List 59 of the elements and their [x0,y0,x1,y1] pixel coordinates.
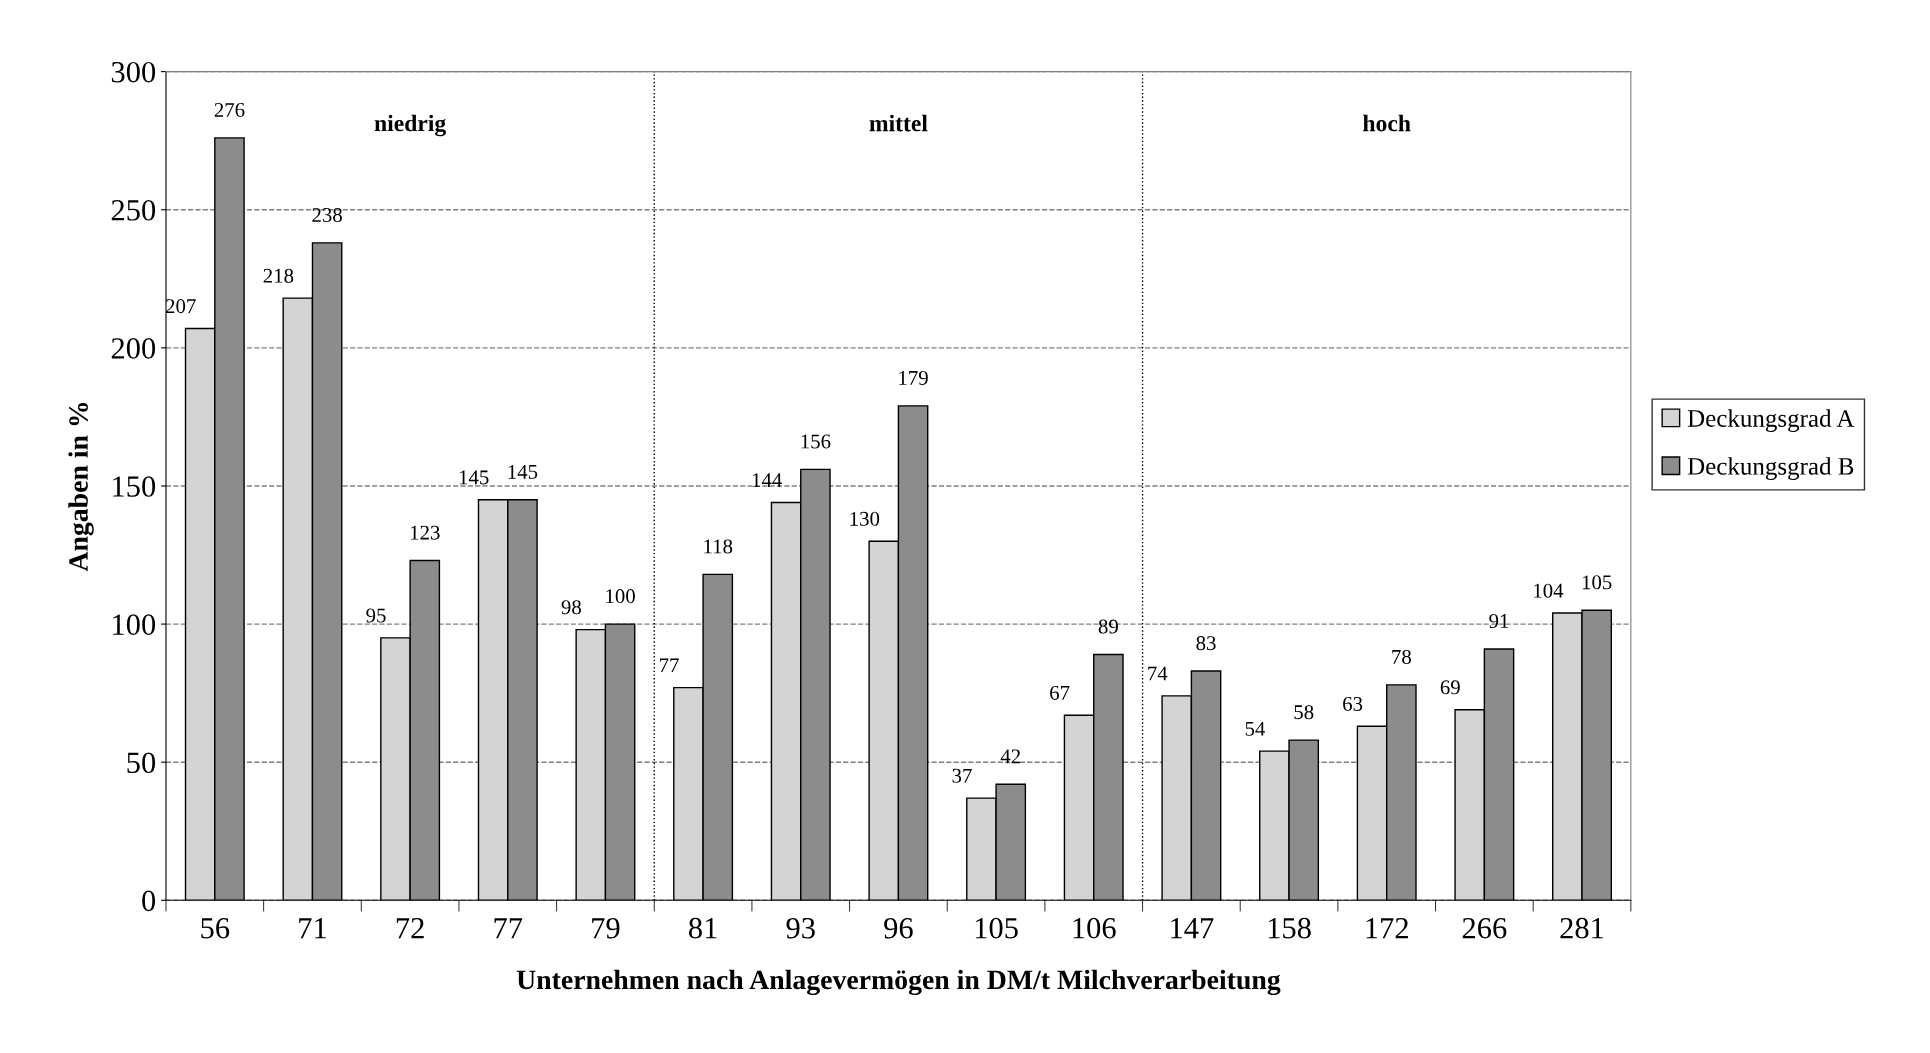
legend-label: Deckungsgrad A [1687,409,1855,433]
x-tick-label: 77 [494,918,523,939]
data-label: 156 [801,434,831,449]
data-label: 37 [952,768,972,783]
annotation: mittel [869,114,928,132]
y-axis-title: Angaben in % [68,402,94,572]
data-label: 42 [1000,749,1020,764]
x-tick-label: 56 [201,917,230,939]
x-tick-label: 147 [1171,918,1214,939]
legend-label: Deckungsgrad B [1687,457,1854,480]
data-label: 104 [1534,583,1564,598]
x-tick-label: 106 [1073,917,1116,939]
y-tick-label: 100 [113,614,156,635]
annotation: niedrig [374,114,446,137]
data-label: 238 [312,207,342,222]
x-tick-label: 81 [688,917,717,939]
y-tick-label: 250 [111,200,156,221]
data-label: 276 [214,103,245,117]
x-tick-label: 281 [1560,917,1604,939]
data-label: 179 [899,370,928,385]
x-tick-label: 93 [786,917,815,939]
data-label: 95 [366,608,386,623]
x-tick-label: 71 [299,918,326,939]
data-label: 130 [850,511,880,526]
y-tick-label: 150 [113,476,156,497]
x-tick-label: 172 [1366,917,1408,939]
data-label: 145 [459,470,489,485]
data-label: 118 [704,539,733,554]
data-label: 89 [1098,619,1118,634]
data-label: 218 [263,268,294,283]
data-label: 144 [752,473,782,487]
data-label: 54 [1245,721,1266,736]
data-label: 98 [561,600,581,615]
x-tick-label: 79 [592,917,620,939]
x-axis-title: Unternehmen nach Anlagevermögen in DM/t Milchverarbeitung [516,969,1281,996]
data-label: 207 [166,299,196,314]
data-label: 100 [606,589,635,604]
data-label: 91 [1489,614,1509,629]
data-label: 123 [410,525,440,540]
data-label: 83 [1196,636,1216,651]
x-tick-label: 96 [884,917,913,939]
x-tick-label: 266 [1462,917,1507,939]
y-tick-label: 300 [111,61,156,83]
data-label: 69 [1440,680,1460,695]
y-tick-label: 0 [142,890,156,912]
annotation: hoch [1363,114,1411,132]
data-label: 74 [1148,666,1168,681]
data-label: 63 [1343,696,1363,711]
x-tick-label: 105 [975,917,1018,939]
x-tick-label: 72 [396,917,424,939]
data-label: 78 [1392,649,1411,664]
data-label: 145 [508,464,538,479]
data-label: 105 [1582,575,1612,590]
y-tick-label: 50 [127,752,156,774]
data-label: 77 [659,658,679,673]
y-tick-label: 200 [111,338,156,359]
x-tick-label: 158 [1268,917,1311,939]
data-label: 67 [1050,685,1070,700]
data-label: 58 [1294,705,1314,720]
